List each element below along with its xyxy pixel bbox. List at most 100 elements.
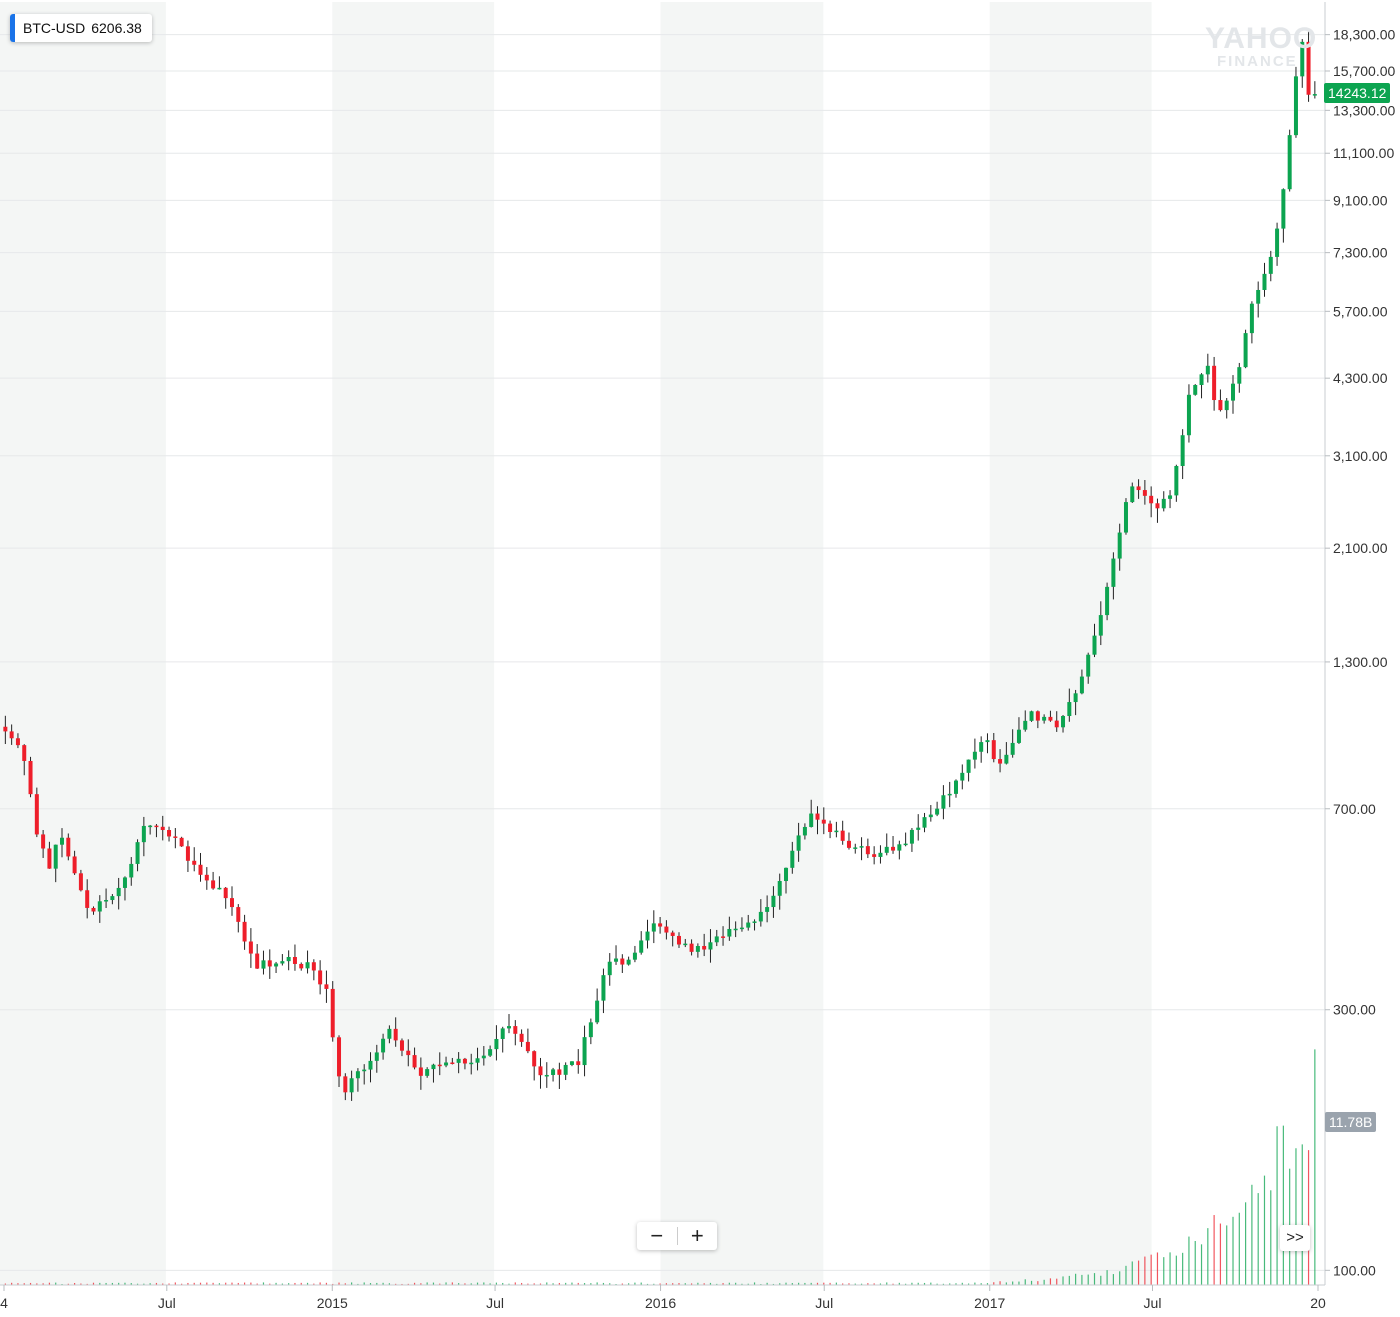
candle-body	[815, 813, 820, 820]
candle	[22, 744, 27, 776]
candle-body	[1256, 289, 1261, 304]
candle-body	[494, 1038, 499, 1050]
candle	[721, 926, 726, 946]
candle	[620, 954, 625, 973]
symbol-legend[interactable]: BTC-USD 6206.38	[10, 14, 152, 42]
candle-body	[236, 907, 241, 922]
candle	[431, 1063, 436, 1083]
candle	[897, 840, 902, 860]
scroll-to-latest-button[interactable]: >>	[1280, 1225, 1310, 1251]
candle	[1312, 81, 1317, 99]
candle	[1035, 710, 1040, 729]
candle	[651, 910, 656, 944]
candle	[1161, 491, 1166, 512]
candle	[708, 929, 713, 963]
candle	[601, 968, 606, 1014]
candle-body	[689, 943, 694, 952]
x-tick-label: 4	[0, 1295, 8, 1311]
candle	[274, 961, 279, 974]
y-tick-label: 2,100.00	[1333, 540, 1388, 556]
candle	[355, 1068, 360, 1092]
candle	[784, 867, 789, 894]
candle-body	[425, 1069, 430, 1076]
candle	[229, 886, 234, 916]
candle-body	[922, 817, 927, 828]
candle-body	[122, 877, 127, 888]
candle-body	[1249, 303, 1254, 334]
candle	[343, 1073, 348, 1101]
candle-body	[532, 1051, 537, 1067]
candle-body	[500, 1028, 505, 1039]
y-tick-label: 7,300.00	[1333, 245, 1388, 261]
candle	[425, 1067, 430, 1078]
candle-body	[381, 1038, 386, 1053]
zoom-out-button[interactable]: −	[650, 1223, 664, 1248]
candle	[676, 932, 681, 948]
candle-body	[607, 961, 612, 976]
candle-body	[412, 1055, 417, 1068]
candle	[15, 733, 20, 749]
candle	[953, 779, 958, 798]
candle-body	[695, 945, 700, 952]
candle	[1149, 486, 1154, 518]
candle	[261, 950, 266, 975]
candle-body	[160, 826, 165, 831]
candle-body	[1130, 486, 1135, 503]
candle	[141, 816, 146, 857]
candle	[122, 876, 127, 901]
candle	[1130, 482, 1135, 504]
candle-body	[683, 943, 688, 946]
candle	[557, 1062, 562, 1089]
candle-body	[437, 1064, 442, 1067]
candle	[129, 857, 134, 886]
candle	[1079, 669, 1084, 695]
candle-body	[941, 795, 946, 809]
candle	[746, 914, 751, 931]
y-tick-label: 700.00	[1333, 801, 1376, 817]
current-volume-tag: 11.78B	[1325, 1112, 1377, 1132]
candle	[928, 805, 933, 822]
candle	[796, 822, 801, 862]
candle-body	[1180, 435, 1185, 466]
zoom-in-button[interactable]: +	[690, 1223, 704, 1248]
y-tick-label: 3,100.00	[1333, 448, 1388, 464]
candle	[34, 787, 39, 838]
candle	[595, 988, 600, 1025]
candle-body	[859, 846, 864, 848]
candle-body	[872, 854, 877, 857]
candle-body	[620, 958, 625, 965]
candle-body	[450, 1062, 455, 1064]
candle	[116, 877, 121, 910]
candle-body	[777, 881, 782, 896]
candle-body	[670, 932, 675, 936]
y-tick-label: 4,300.00	[1333, 370, 1388, 386]
candle	[834, 821, 839, 838]
candle	[532, 1050, 537, 1081]
candle	[1237, 362, 1242, 393]
candle	[173, 828, 178, 849]
candle-body	[343, 1076, 348, 1093]
candle	[1042, 714, 1047, 724]
shaded-period	[332, 2, 495, 1285]
candle	[1287, 129, 1292, 192]
candle	[248, 928, 253, 968]
candle-body	[557, 1069, 562, 1075]
symbol-value: 6206.38	[91, 20, 142, 36]
candle-body	[173, 836, 178, 838]
candle	[683, 938, 688, 948]
candle-body	[255, 953, 260, 969]
candle	[1193, 384, 1198, 396]
candle	[475, 1047, 480, 1071]
candle-body	[368, 1060, 373, 1070]
candle	[437, 1052, 442, 1076]
candle	[916, 814, 921, 841]
candle-body	[223, 887, 228, 899]
candle-body	[784, 867, 789, 882]
candle	[525, 1028, 530, 1054]
candle	[236, 904, 241, 933]
candle-body	[1281, 189, 1286, 229]
candle-body	[192, 860, 197, 865]
candle	[1180, 429, 1185, 480]
candle-body	[721, 936, 726, 938]
